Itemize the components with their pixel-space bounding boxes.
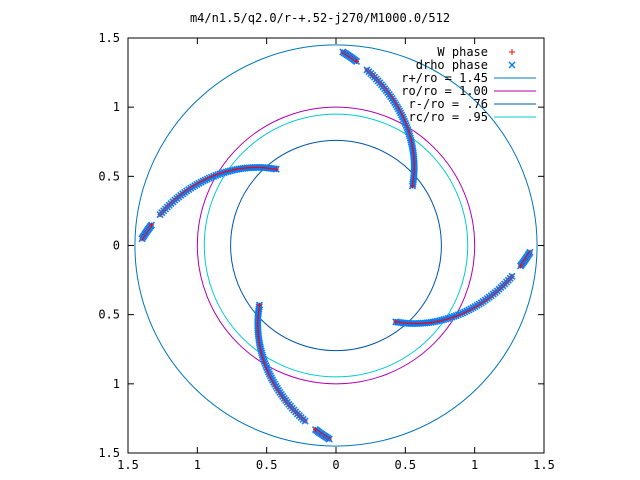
x-tick-label: 1 [194, 458, 201, 472]
legend-label: drho phase [416, 58, 488, 72]
y-tick-label: 1.5 [98, 446, 120, 460]
w-point [354, 58, 360, 64]
legend-label: r+/ro = 1.45 [401, 71, 488, 85]
x-tick-label: 0.5 [256, 458, 278, 472]
x-tick-label: 1.5 [117, 458, 139, 472]
circle-2 [230, 139, 442, 352]
y-tick-label: 0 [113, 239, 120, 253]
circle-3 [203, 113, 469, 378]
x-tick-label: 1.5 [533, 458, 555, 472]
legend-label: W phase [437, 45, 488, 59]
x-tick-label: 0 [332, 458, 339, 472]
legend-label: ro/ro = 1.00 [401, 84, 488, 98]
y-tick-label: 1.5 [98, 31, 120, 45]
legend-marker-plus [509, 49, 515, 55]
w-point [393, 319, 399, 325]
y-tick-label: 0.5 [98, 308, 120, 322]
y-axis-ticks: 1.5 1 0.5 0 0.5 1 1.5 [98, 31, 544, 460]
x-axis-ticks: 1.5 1 0.5 0 0.5 1 1.5 [117, 38, 555, 472]
x-tick-label: 1 [471, 458, 478, 472]
w-point [409, 183, 415, 189]
x-tick-label: 0.5 [394, 458, 416, 472]
legend-marker-cross [508, 61, 516, 69]
w-point [148, 222, 154, 228]
reference-circles [134, 44, 538, 447]
legend-label: rc/ro = .95 [409, 110, 488, 124]
w-point [312, 427, 318, 433]
data-points [138, 48, 534, 443]
legend-label: r-/ro = .76 [409, 97, 488, 111]
circle-1 [196, 106, 476, 385]
y-tick-label: 1 [113, 100, 120, 114]
w-point [518, 263, 524, 269]
y-tick-label: 1 [113, 377, 120, 391]
y-tick-label: 0.5 [98, 169, 120, 183]
w-point [273, 166, 279, 172]
circle-0 [134, 44, 538, 447]
w-point [257, 302, 263, 308]
chart-title: m4/n1.5/q2.0/r-+.52-j270/M1000.0/512 [190, 11, 450, 25]
